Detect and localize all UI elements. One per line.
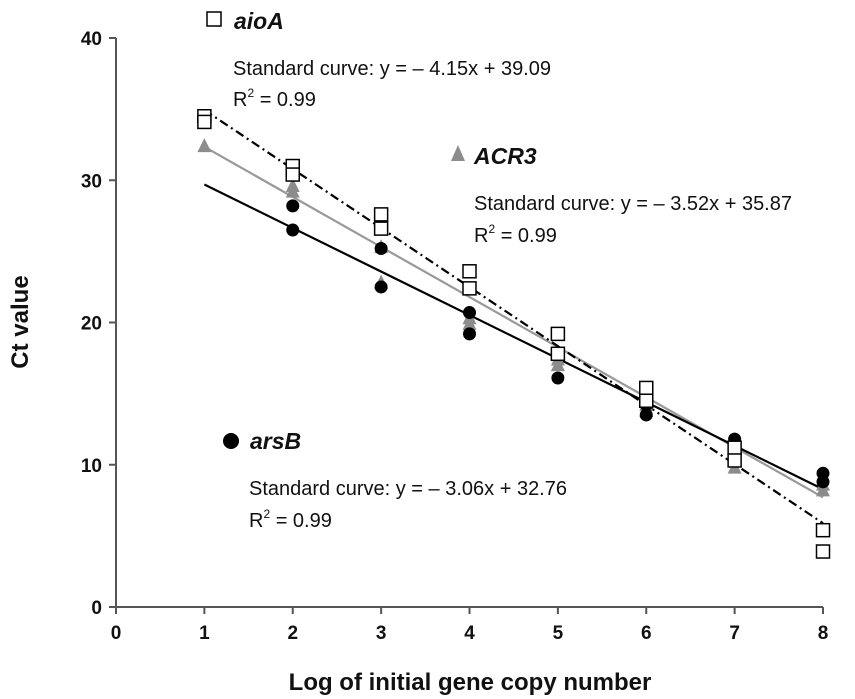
x-tick-label: 4 <box>464 623 475 644</box>
y-tick-label: 30 <box>81 171 102 192</box>
y-tick-label: 10 <box>81 456 102 477</box>
r2-aioA: R2 = 0.99 <box>233 86 316 111</box>
series-name-ACR3: ACR3 <box>473 143 537 169</box>
point-ACR3 <box>462 315 477 330</box>
point-aioA <box>550 326 566 342</box>
legend-ACR3: ACR3 Standard curve: y = – 3.52x + 35.87… <box>451 143 792 247</box>
point-ACR3 <box>285 183 300 198</box>
point-ACR3 <box>550 357 565 372</box>
point-aioA <box>550 346 566 362</box>
point-ACR3 <box>197 138 212 153</box>
legend-marker-arsB <box>223 433 239 449</box>
point-arsB <box>639 408 653 422</box>
series-name-arsB: arsB <box>250 428 301 454</box>
axes: 0 1 2 3 4 5 6 7 8 0 10 20 30 40 <box>81 29 828 644</box>
point-arsB <box>286 199 300 213</box>
x-tick-label: 6 <box>641 623 652 644</box>
point-aioA <box>639 380 654 396</box>
equation-arsB: Standard curve: y = – 3.06x + 32.76 <box>249 478 567 500</box>
point-aioA <box>373 221 389 236</box>
y-axis-title: Ct value <box>7 275 34 368</box>
point-arsB <box>463 306 476 320</box>
x-tick-label: 3 <box>376 623 387 644</box>
equation-aioA: Standard curve: y = – 4.15x + 39.09 <box>233 58 551 80</box>
annotations: aioA Standard curve: y = – 4.15x + 39.09… <box>206 8 792 532</box>
x-axis-title: Log of initial gene copy number <box>289 669 652 696</box>
point-aioA <box>639 393 654 408</box>
point-arsB <box>551 371 565 385</box>
point-arsB <box>463 327 476 341</box>
legend-marker-ACR3 <box>451 145 465 161</box>
equation-ACR3: Standard curve: y = – 3.52x + 35.87 <box>474 193 792 215</box>
point-aioA <box>727 440 742 455</box>
x-tick-label: 1 <box>199 623 210 644</box>
point-arsB <box>816 475 830 489</box>
y-tick-label: 40 <box>81 29 102 50</box>
point-aioA <box>373 207 389 222</box>
y-tick-label: 0 <box>91 598 102 619</box>
r2-arsB: R2 = 0.99 <box>249 507 332 532</box>
legend-marker-aioA <box>206 11 222 27</box>
point-aioA <box>285 167 300 182</box>
point-arsB <box>286 223 300 237</box>
r2-ACR3: R2 = 0.99 <box>474 222 557 247</box>
x-tick-label: 2 <box>287 623 298 644</box>
y-ticks: 0 10 20 30 40 <box>81 29 116 619</box>
point-aioA <box>197 114 212 130</box>
x-tick-label: 0 <box>111 623 122 644</box>
series-name-aioA: aioA <box>234 8 284 34</box>
point-arsB <box>374 242 388 256</box>
y-tick-label: 20 <box>81 314 102 335</box>
x-tick-label: 8 <box>818 623 829 644</box>
point-arsB <box>374 280 388 294</box>
point-aioA <box>815 522 831 538</box>
fit-lines <box>203 109 824 525</box>
point-aioA <box>462 264 477 279</box>
legend-arsB: arsB Standard curve: y = – 3.06x + 32.76… <box>223 428 567 532</box>
x-tick-label: 5 <box>553 623 564 644</box>
point-ACR3 <box>816 482 830 497</box>
fit-line-arsB <box>203 183 824 491</box>
x-tick-label: 7 <box>729 623 740 644</box>
markers <box>197 108 831 559</box>
legend-aioA: aioA Standard curve: y = – 4.15x + 39.09… <box>206 8 551 111</box>
x-ticks: 0 1 2 3 4 5 6 7 8 <box>111 607 829 644</box>
point-aioA <box>815 544 831 559</box>
point-aioA <box>727 453 742 468</box>
point-aioA <box>462 281 477 296</box>
